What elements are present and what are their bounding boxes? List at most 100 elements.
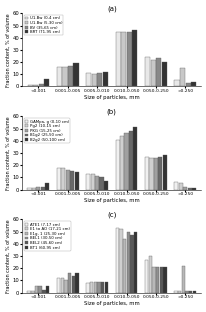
Bar: [62, 67, 67, 86]
Bar: [178, 183, 182, 189]
Bar: [161, 62, 166, 86]
Title: (b): (b): [106, 109, 116, 115]
Bar: [162, 155, 166, 189]
Bar: [144, 57, 149, 86]
Bar: [75, 273, 78, 293]
Bar: [188, 291, 192, 293]
Bar: [132, 30, 137, 86]
Bar: [103, 181, 108, 189]
Bar: [115, 139, 119, 189]
Bar: [73, 63, 78, 86]
Bar: [192, 291, 195, 293]
Bar: [163, 267, 166, 293]
Bar: [185, 83, 190, 86]
Bar: [65, 170, 69, 189]
Bar: [86, 73, 91, 86]
Bar: [124, 134, 128, 189]
X-axis label: Size of particles, mm: Size of particles, mm: [83, 198, 139, 203]
Bar: [89, 282, 93, 293]
Bar: [57, 278, 60, 293]
Title: (c): (c): [107, 212, 116, 218]
Bar: [74, 173, 78, 189]
Bar: [61, 168, 65, 189]
Bar: [36, 187, 40, 189]
Bar: [60, 278, 64, 293]
Bar: [182, 187, 186, 189]
Legend: U1.Bw (0-4 cm), U1.Bw (5-30 cm), BV (35-65 cm), BRT (71-95 cm): U1.Bw (0-4 cm), U1.Bw (5-30 cm), BV (35-…: [24, 15, 63, 35]
Bar: [115, 228, 118, 293]
Bar: [101, 282, 104, 293]
Bar: [191, 188, 195, 189]
Bar: [33, 85, 38, 86]
Bar: [42, 290, 45, 293]
Bar: [70, 171, 74, 189]
Bar: [104, 282, 108, 293]
Bar: [93, 282, 96, 293]
Bar: [149, 158, 153, 189]
Bar: [174, 80, 179, 86]
Bar: [150, 60, 155, 86]
Bar: [153, 158, 157, 189]
Bar: [95, 176, 99, 189]
Bar: [155, 58, 160, 86]
Bar: [152, 267, 155, 293]
Y-axis label: Fraction content, % of volume: Fraction content, % of volume: [6, 13, 11, 87]
Bar: [102, 72, 107, 86]
Bar: [174, 291, 177, 293]
Bar: [32, 188, 36, 189]
Bar: [159, 267, 162, 293]
Bar: [181, 266, 184, 293]
Bar: [44, 79, 49, 86]
Title: (a): (a): [107, 6, 116, 12]
Bar: [148, 256, 151, 293]
Bar: [177, 291, 181, 293]
Bar: [27, 85, 32, 86]
Bar: [64, 280, 67, 293]
Bar: [86, 174, 90, 189]
Bar: [185, 291, 188, 293]
Bar: [38, 84, 43, 86]
Bar: [57, 67, 62, 86]
Bar: [126, 32, 131, 86]
Bar: [41, 187, 44, 189]
Legend: ATE1 (7-17 cm), E1 to AO (17-21 cm), E1g, 1 (25-30 cm), BEL1 (30-50 cm), BEL2 (4: ATE1 (7-17 cm), E1 to AO (17-21 cm), E1g…: [24, 222, 70, 251]
X-axis label: Size of particles, mm: Size of particles, mm: [83, 95, 139, 100]
Bar: [128, 131, 132, 189]
Bar: [90, 174, 94, 189]
Bar: [119, 136, 124, 189]
Bar: [31, 291, 34, 293]
Bar: [119, 229, 122, 293]
Bar: [97, 282, 100, 293]
Bar: [121, 32, 126, 86]
Bar: [45, 183, 49, 189]
Bar: [179, 68, 184, 86]
Bar: [190, 81, 195, 86]
Legend: GAMpa, g (0-10 cm), Pg2 (10-15 cm), PKG (15-25 cm), B1g2 (25-50 cm), B2g2 (50-10: GAMpa, g (0-10 cm), Pg2 (10-15 cm), PKG …: [24, 118, 70, 143]
Bar: [97, 73, 102, 86]
Bar: [130, 235, 133, 293]
Bar: [35, 286, 38, 293]
Bar: [133, 127, 137, 189]
Bar: [126, 232, 129, 293]
Bar: [86, 283, 89, 293]
Bar: [144, 260, 148, 293]
Y-axis label: Fraction content, % of volume: Fraction content, % of volume: [6, 116, 11, 190]
Bar: [68, 273, 71, 293]
Bar: [133, 232, 137, 293]
Bar: [187, 188, 191, 189]
Bar: [46, 286, 49, 293]
Bar: [57, 168, 61, 189]
Bar: [144, 157, 148, 189]
Bar: [27, 188, 31, 189]
X-axis label: Size of particles, mm: Size of particles, mm: [83, 301, 139, 306]
Bar: [71, 275, 75, 293]
Bar: [68, 66, 73, 86]
Bar: [174, 182, 178, 189]
Bar: [155, 267, 159, 293]
Bar: [158, 157, 162, 189]
Bar: [27, 291, 31, 293]
Y-axis label: Fraction content, % of volume: Fraction content, % of volume: [6, 219, 11, 293]
Bar: [122, 239, 126, 293]
Bar: [38, 286, 42, 293]
Bar: [91, 74, 96, 86]
